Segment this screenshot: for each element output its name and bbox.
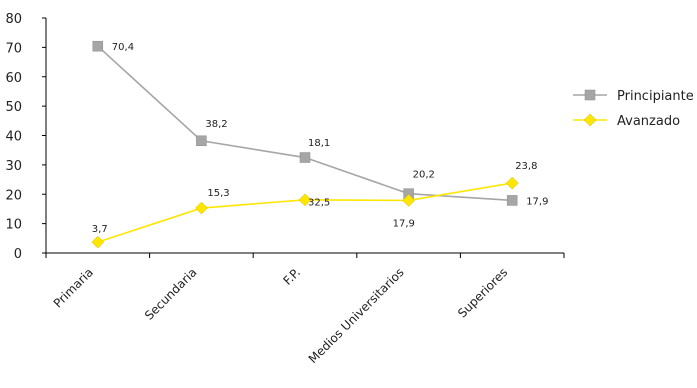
data-label-principiante: 38,2 (205, 119, 227, 130)
y-tick-label: 30 (5, 159, 22, 174)
data-point-avanzado (402, 194, 415, 207)
series-line-avanzado (97, 182, 513, 243)
y-tick-label: 50 (5, 100, 22, 115)
x-tick-label: F.P. (281, 265, 304, 288)
data-point-avanzado (505, 176, 519, 190)
data-point-avanzado (91, 235, 105, 249)
data-label-principiante: 20,2 (413, 170, 435, 181)
x-tick-label: Superiores (455, 265, 510, 320)
legend-label-avanzado: Avanzado (617, 114, 680, 129)
y-tick-label: 10 (5, 218, 22, 233)
x-tick-label: Secundaria (142, 265, 200, 323)
data-point-principiante (506, 195, 518, 206)
y-tick-label: 20 (5, 188, 22, 203)
y-tick-label: 0 (14, 247, 22, 262)
data-label-principiante: 70,4 (112, 42, 134, 53)
y-axis-ticks: 0 10 20 30 40 50 60 70 80 (5, 12, 46, 262)
data-label-avanzado: 15,3 (207, 188, 229, 199)
series-lines (97, 45, 513, 243)
y-tick-label: 80 (5, 12, 22, 27)
x-tick-label: Medios Universitarios (306, 265, 407, 366)
data-point-principiante (299, 152, 311, 163)
data-point-principiante (92, 40, 104, 52)
data-labels: 70,4 38,2 32,5 20,2 17,9 3,7 15,3 18,1 17,9 23,8 (92, 42, 549, 235)
y-tick-label: 40 (5, 130, 22, 145)
y-tick-label: 60 (5, 71, 22, 86)
data-label-avanzado: 23,8 (515, 161, 537, 172)
legend-label-principiante: Principiante (617, 89, 694, 104)
data-point-avanzado (195, 201, 208, 215)
data-label-principiante: 17,9 (526, 196, 548, 207)
x-axis-ticks: Primaria Secundaria F.P. Medios Universitar… (45, 253, 565, 366)
data-label-avanzado: 3,7 (92, 224, 108, 235)
legend-marker-principiante (584, 89, 596, 101)
legend-marker-avanzado (583, 113, 597, 127)
data-point-avanzado (298, 193, 312, 207)
data-label-avanzado: 18,1 (308, 138, 330, 149)
series-markers (91, 40, 519, 249)
x-tick-label: Primaria (51, 265, 96, 310)
series-line-principiante (97, 45, 513, 202)
data-point-principiante (196, 135, 207, 147)
data-label-avanzado: 17,9 (393, 218, 415, 229)
axes (45, 18, 564, 254)
data-label-principiante: 32,5 (308, 198, 330, 209)
legend: Principiante Avanzado (573, 89, 694, 129)
y-tick-label: 70 (5, 41, 22, 56)
